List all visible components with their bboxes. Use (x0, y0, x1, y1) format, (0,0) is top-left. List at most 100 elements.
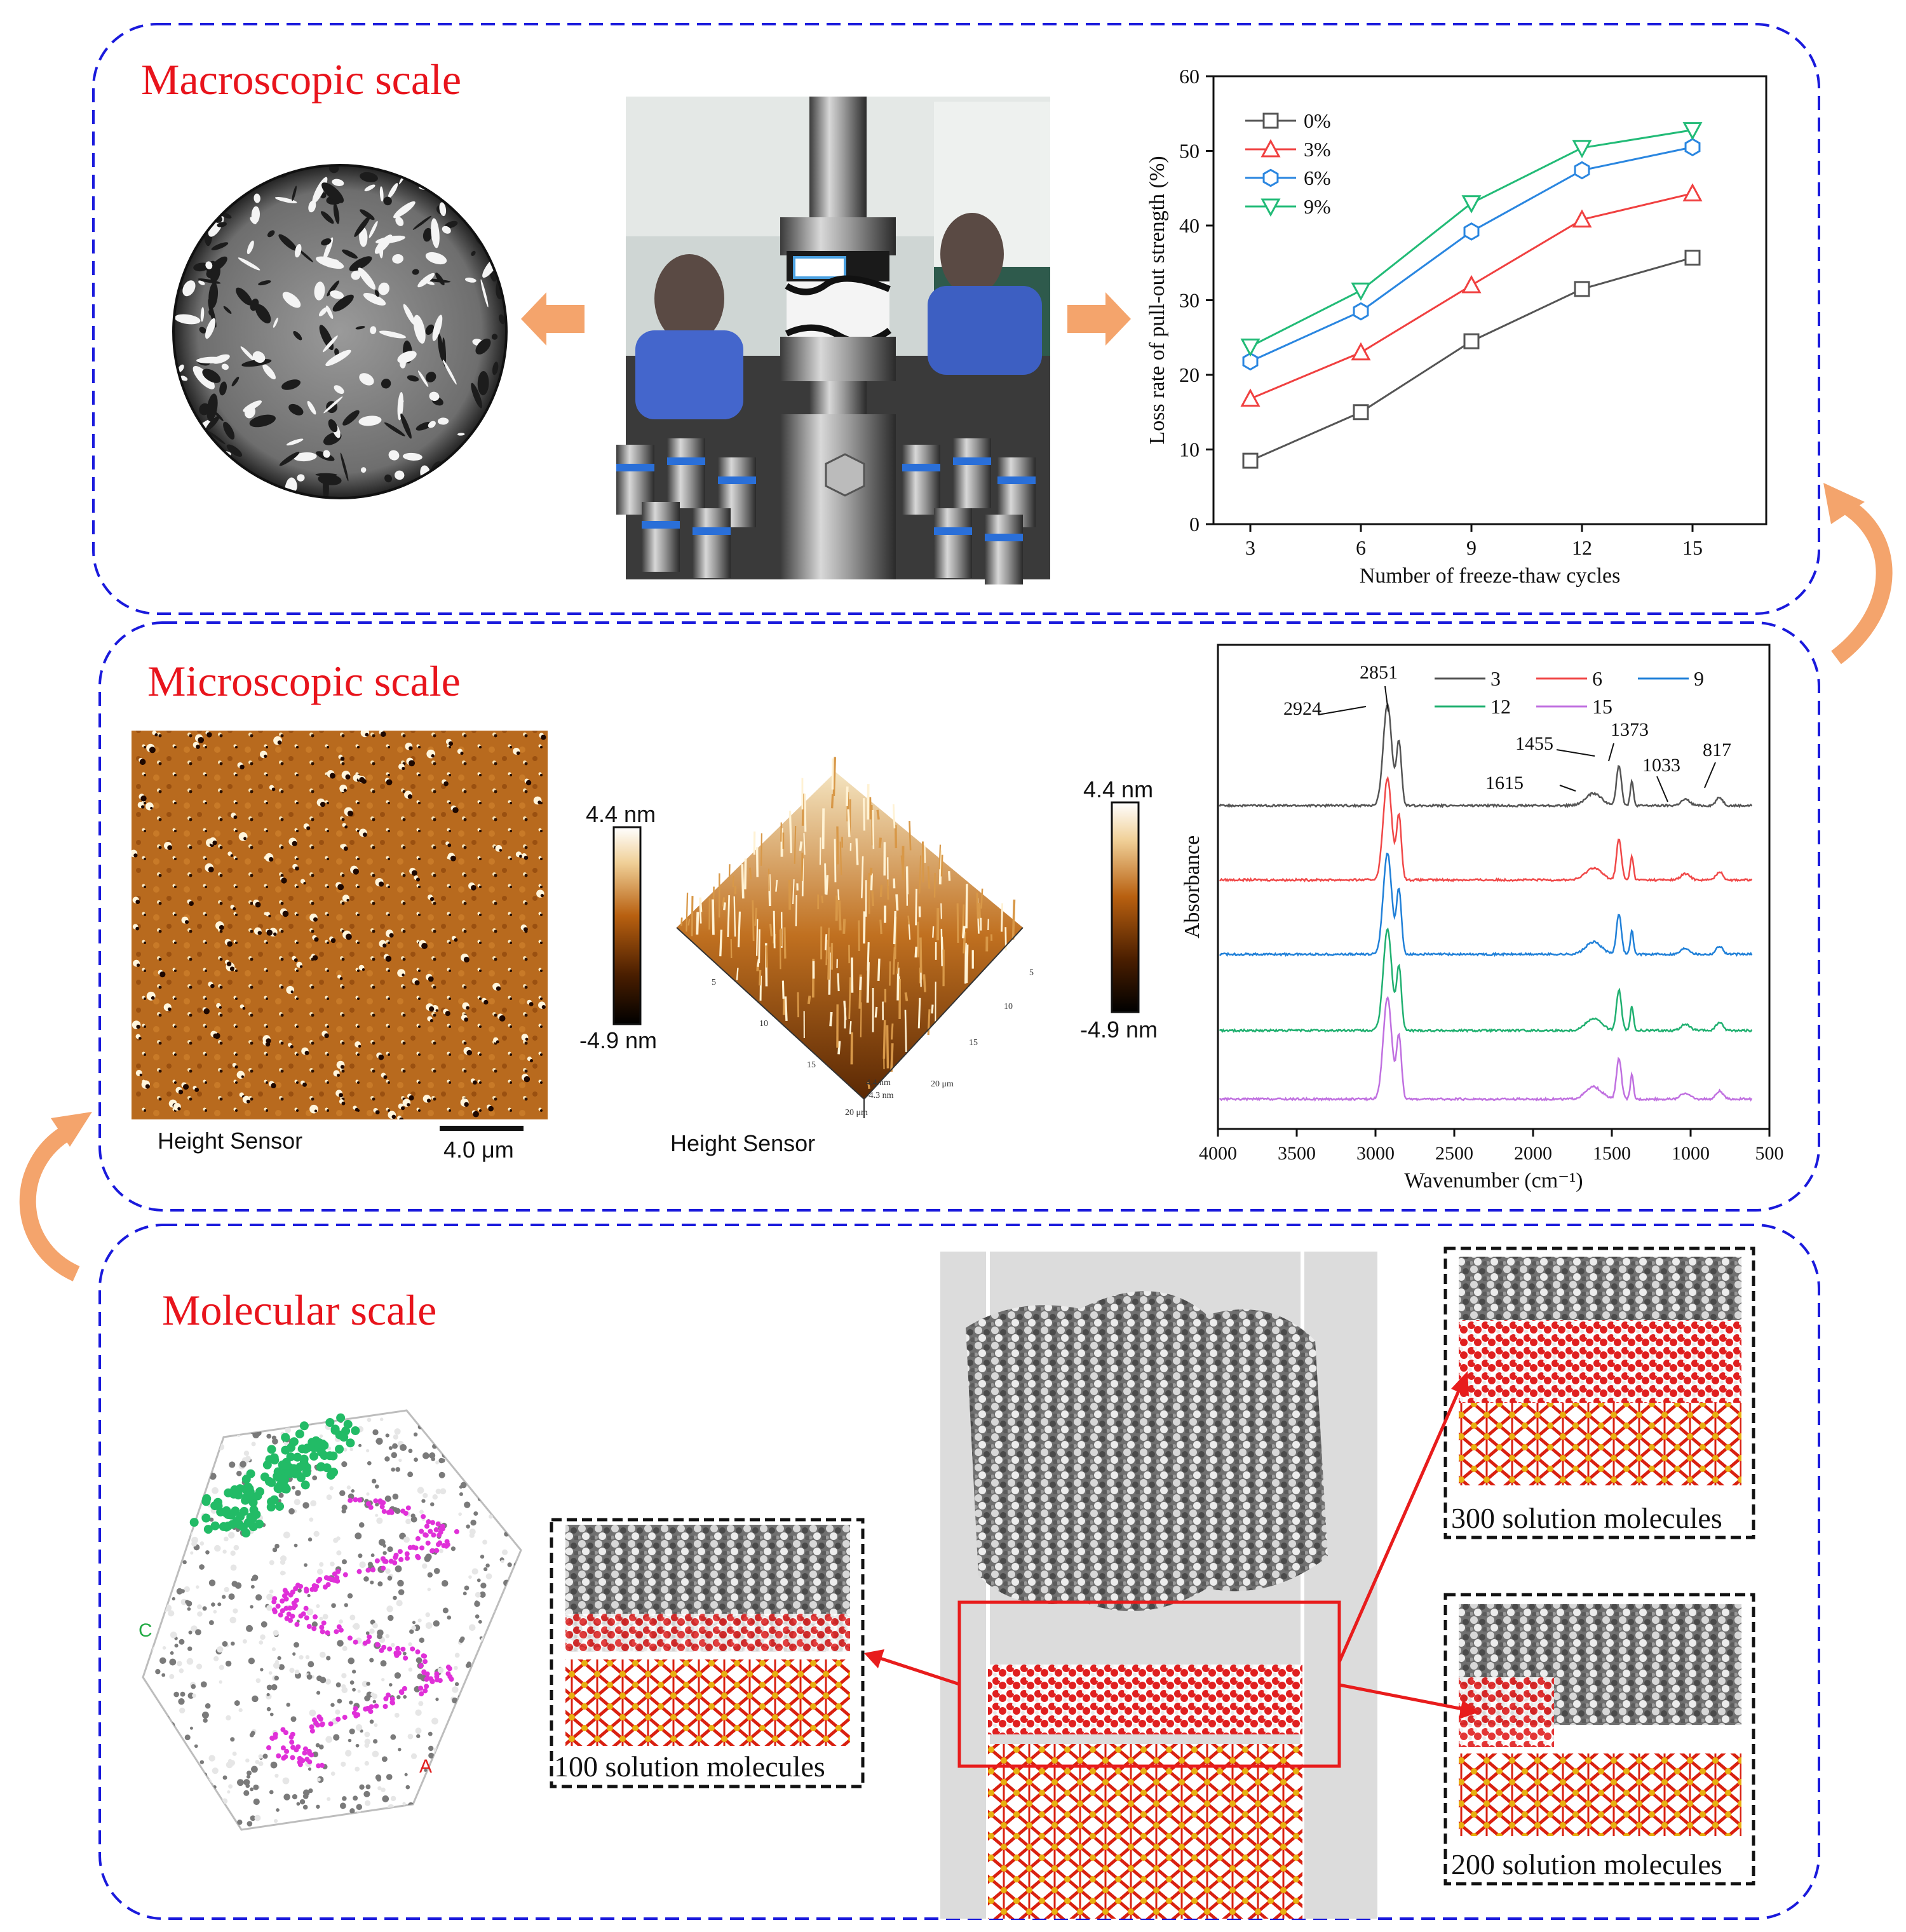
disc-fleck (494, 445, 502, 455)
magenta-molecule-atom (362, 1640, 368, 1646)
afm-dark-spot (320, 802, 326, 807)
afm-dark-spot (382, 943, 387, 948)
curved-arrow-left-head (51, 1112, 92, 1147)
asphalt-atom (280, 1555, 287, 1562)
asphalt-atom (433, 1568, 440, 1574)
magenta-molecule-atom (418, 1663, 424, 1668)
magenta-molecule-atom (380, 1556, 386, 1562)
disc-fleck (315, 473, 337, 476)
green-molecule-atom (210, 1521, 220, 1530)
asphalt-atom (516, 1795, 520, 1800)
asphalt-atom (482, 1539, 487, 1545)
afm-peak (917, 997, 921, 1029)
asphalt-atom (411, 1807, 417, 1813)
asphalt-atom (484, 1747, 489, 1752)
afm-dark-spot (139, 1073, 142, 1077)
asphalt-atom (464, 1501, 471, 1508)
asphalt-atom (413, 1432, 418, 1437)
legend-label: 15 (1592, 695, 1612, 718)
disc-fleck (378, 282, 389, 295)
afm-dark-spot (541, 734, 546, 740)
afm-peak (847, 809, 851, 837)
asphalt-atom (511, 1696, 518, 1704)
asphalt-atom (511, 1748, 517, 1753)
green-molecule-atom (230, 1485, 240, 1494)
green-molecule-atom (299, 1421, 309, 1431)
magenta-molecule-atom (353, 1497, 358, 1503)
asphalt-atom (230, 1564, 237, 1571)
asphalt-atom (456, 1435, 463, 1442)
green-molecule-atom (329, 1468, 339, 1477)
afm-peak (895, 894, 899, 911)
asphalt-atom (452, 1686, 459, 1693)
asphalt-atom (222, 1641, 228, 1647)
disc-fleck (475, 338, 491, 355)
asphalt-atom (444, 1751, 449, 1755)
asphalt-atom (228, 1784, 233, 1789)
disc-fleck (432, 314, 443, 341)
data-point-square (1262, 112, 1279, 129)
disc-fleck (360, 209, 375, 220)
asphalt-atom (147, 1730, 154, 1737)
disc-fleck (223, 421, 235, 440)
green-molecule-atom (255, 1487, 265, 1496)
disc-fleck (262, 364, 276, 380)
green-molecule-atom (286, 1469, 295, 1478)
asphalt-atom (151, 1457, 156, 1463)
asphalt-atom (458, 1722, 464, 1729)
afm-dark-spot (525, 1037, 529, 1041)
asphalt-atom (222, 1595, 226, 1599)
asphalt-atom (499, 1623, 505, 1630)
asphalt-atom (213, 1440, 221, 1447)
afm-peak (876, 809, 880, 820)
legend-label: 9% (1304, 195, 1331, 218)
disc-fleck (199, 327, 206, 334)
asphalt-atom (222, 1550, 227, 1554)
y-axis-label: Loss rate of pull-out strength (%) (1146, 156, 1169, 444)
afm-scalebar (440, 1126, 524, 1131)
asphalt-atom (269, 1589, 274, 1594)
disc-fleck (297, 474, 305, 482)
asphalt-atom (464, 1585, 470, 1591)
asphalt-atom (483, 1680, 487, 1685)
afm-peak (836, 826, 839, 865)
asphalt-atom (266, 1706, 271, 1712)
afm-peak (730, 939, 733, 959)
afm-dark-spot (194, 1087, 199, 1092)
asphalt-atom (366, 1492, 370, 1496)
asphalt-atom (187, 1692, 194, 1699)
asphalt-atom (176, 1549, 182, 1555)
disc-fleck (468, 199, 492, 209)
asphalt-atom (407, 1471, 414, 1478)
asphalt-atom (144, 1715, 152, 1722)
asphalt-atom (456, 1776, 463, 1783)
asphalt-atom (206, 1820, 213, 1827)
photo-blue-tape (902, 464, 940, 471)
asphalt-atom (388, 1614, 394, 1621)
afm-dark-spot (140, 795, 147, 802)
asphalt-atom (191, 1424, 198, 1432)
magenta-molecule-atom (289, 1739, 295, 1745)
afm-2d-height-image (132, 731, 548, 1119)
molecular-section: Molecular scale C A 100 solution molecul… (98, 1224, 1820, 1920)
y-tick-label: 10 (1179, 438, 1200, 461)
afm-peak (737, 911, 741, 948)
disc-fleck (368, 220, 378, 238)
afm-dark-spot (375, 1110, 380, 1115)
asphalt-atom (169, 1658, 177, 1666)
red-arrow-to-300 (1337, 1371, 1469, 1663)
asphalt-atom (288, 1508, 295, 1515)
asphalt-atom (133, 1469, 138, 1474)
asphalt-atom (335, 1709, 341, 1715)
asphalt-atom (415, 1727, 422, 1734)
magenta-molecule-atom (309, 1728, 315, 1734)
spectrum-line (1219, 927, 1753, 1034)
asphalt-atom (295, 1490, 301, 1496)
afm-dark-spot (343, 846, 348, 851)
disc-fleck (342, 249, 358, 259)
asphalt-atom (180, 1775, 184, 1780)
asphalt-atom (173, 1468, 180, 1476)
asphalt-atom (156, 1473, 163, 1480)
afm-peak (909, 820, 912, 851)
disc-fleck (471, 193, 478, 208)
